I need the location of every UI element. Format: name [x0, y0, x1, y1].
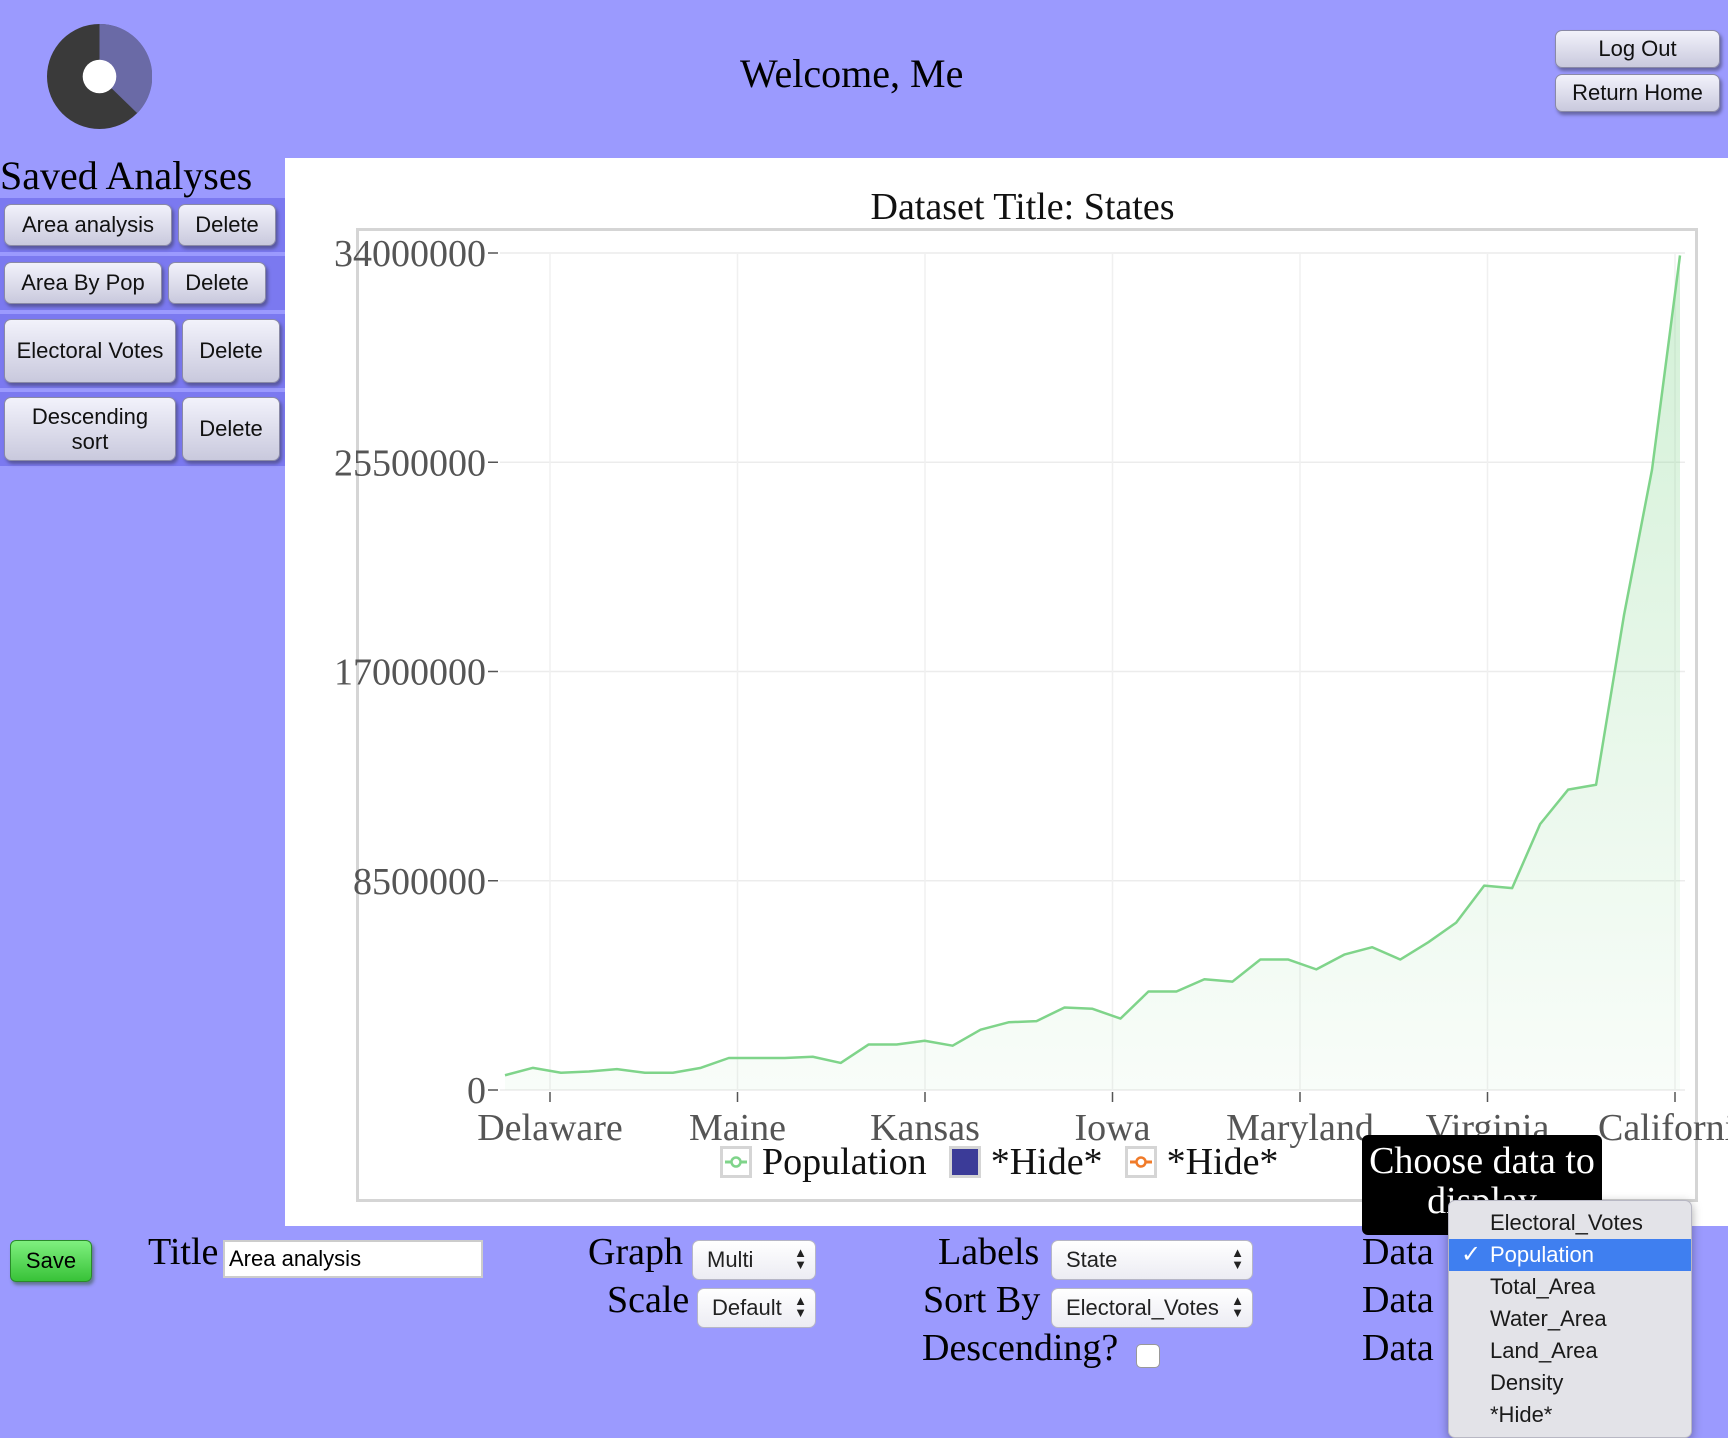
chart-title: Dataset Title: States [870, 186, 1175, 228]
top-buttons: Log Out Return Home [1555, 30, 1720, 112]
dropdown-option[interactable]: *Hide* [1449, 1399, 1691, 1431]
chart-frame [356, 228, 1698, 1202]
controls-bar: Save Title Graph Multi ▲▼ Scale Default … [0, 1226, 1728, 1438]
updown-arrows-icon: ▲ ▼ [1231, 1245, 1244, 1272]
graph-select[interactable]: Multi ▲ ▼ [692, 1240, 816, 1280]
line-circle-icon [720, 1146, 752, 1178]
logout-button[interactable]: Log Out [1555, 30, 1720, 68]
saved-analysis-row: Area analysis Delete [0, 198, 286, 252]
updown-arrows-icon: ▲ ▼ [794, 1245, 807, 1272]
labels-select[interactable]: State ▲ ▼ [1051, 1240, 1253, 1280]
data-label: Data [1362, 1327, 1434, 1369]
graph-label: Graph [588, 1231, 683, 1273]
x-tick-label: Iowa [1075, 1107, 1151, 1149]
dropdown-option-selected[interactable]: ✓ Population [1449, 1239, 1691, 1271]
sortby-select-value: Electoral_Votes [1066, 1295, 1219, 1320]
labels-select-value: State [1066, 1247, 1118, 1272]
delete-button[interactable]: Delete [168, 262, 266, 304]
saved-analysis-button[interactable]: Electoral Votes [4, 319, 176, 383]
legend-item-hide[interactable]: *Hide* [1124, 1140, 1279, 1184]
option-label: Total_Area [1490, 1274, 1596, 1299]
line-circle-icon [1124, 1146, 1157, 1178]
graph-select-value: Multi [707, 1247, 754, 1272]
option-label: *Hide* [1490, 1402, 1553, 1427]
descending-label: Descending? [922, 1327, 1119, 1369]
x-tick-label: Delaware [477, 1107, 623, 1149]
legend-label: *Hide* [1166, 1141, 1279, 1183]
saved-analysis-row: Area By Pop Delete [0, 256, 286, 310]
dropdown-option[interactable]: Electoral_Votes [1449, 1207, 1691, 1239]
save-button[interactable]: Save [10, 1240, 92, 1282]
sortby-label: Sort By [923, 1279, 1041, 1321]
return-home-button[interactable]: Return Home [1555, 74, 1720, 112]
y-tick-label: 0 [467, 1070, 486, 1112]
option-label: Electoral_Votes [1490, 1210, 1643, 1235]
y-tick-label: 17000000 [334, 652, 486, 694]
saved-analysis-button[interactable]: Descending sort [4, 397, 176, 461]
legend-item-hide[interactable]: *Hide* [948, 1140, 1103, 1184]
saved-analysis-row: Descending sort Delete [0, 392, 286, 466]
square-icon [948, 1146, 981, 1178]
option-label: Population [1490, 1242, 1594, 1267]
descending-checkbox[interactable] [1136, 1344, 1160, 1368]
saved-analysis-row: Electoral Votes Delete [0, 314, 286, 388]
population-line [504, 255, 1682, 1077]
dropdown-option[interactable]: Total_Area [1449, 1271, 1691, 1303]
dropdown-option[interactable]: Density [1449, 1367, 1691, 1399]
x-tick-label: Maine [689, 1107, 786, 1149]
scale-select-value: Default [712, 1295, 782, 1320]
option-label: Density [1490, 1370, 1564, 1395]
x-tick-label: Maryland [1226, 1107, 1374, 1149]
y-tick-label: 25500000 [334, 442, 486, 484]
title-input[interactable] [223, 1240, 483, 1278]
legend-label: Population [762, 1141, 927, 1183]
option-label: Land_Area [1490, 1338, 1598, 1363]
delete-button[interactable]: Delete [182, 397, 280, 461]
scale-label: Scale [607, 1279, 690, 1321]
saved-analysis-button[interactable]: Area By Pop [4, 262, 162, 304]
updown-arrows-icon: ▲ ▼ [1231, 1293, 1244, 1320]
delete-button[interactable]: Delete [182, 319, 280, 383]
data-label: Data [1362, 1231, 1434, 1273]
welcome-message: Welcome, Me [740, 51, 964, 96]
saved-analysis-button[interactable]: Area analysis [4, 204, 172, 246]
x-tick-label: California [1598, 1107, 1728, 1149]
x-tick-label: Kansas [870, 1107, 980, 1149]
saved-analyses-list: Area analysis Delete Area By Pop Delete … [0, 198, 286, 470]
y-tick-label: 8500000 [353, 861, 486, 903]
legend-label: *Hide* [990, 1141, 1103, 1183]
option-label: Water_Area [1490, 1306, 1607, 1331]
data-select-dropdown[interactable]: Electoral_Votes ✓ Population Total_Area W… [1448, 1200, 1692, 1438]
data-label: Data [1362, 1279, 1434, 1321]
dropdown-option[interactable]: Land_Area [1449, 1335, 1691, 1367]
title-label: Title [148, 1231, 219, 1273]
saved-analyses-title: Saved Analyses [0, 153, 253, 198]
scale-select[interactable]: Default ▲ ▼ [697, 1288, 816, 1328]
y-tick-label: 34000000 [334, 233, 486, 275]
dropdown-option[interactable]: Water_Area [1449, 1303, 1691, 1335]
delete-button[interactable]: Delete [178, 204, 276, 246]
labels-label: Labels [938, 1231, 1040, 1273]
updown-arrows-icon: ▲ ▼ [794, 1293, 807, 1320]
checkmark-icon: ✓ [1461, 1241, 1482, 1268]
chart-legend: Population *Hide* *Hide* [720, 1140, 1300, 1184]
population-area-fill [505, 255, 1680, 1090]
sortby-select[interactable]: Electoral_Votes ▲ ▼ [1051, 1288, 1253, 1328]
population-area-chart: 0 8500000 17000000 25500000 34000000 Delaware… [334, 233, 1728, 1149]
donut-chart-logo [47, 24, 152, 129]
legend-item-population[interactable]: Population [720, 1140, 927, 1184]
